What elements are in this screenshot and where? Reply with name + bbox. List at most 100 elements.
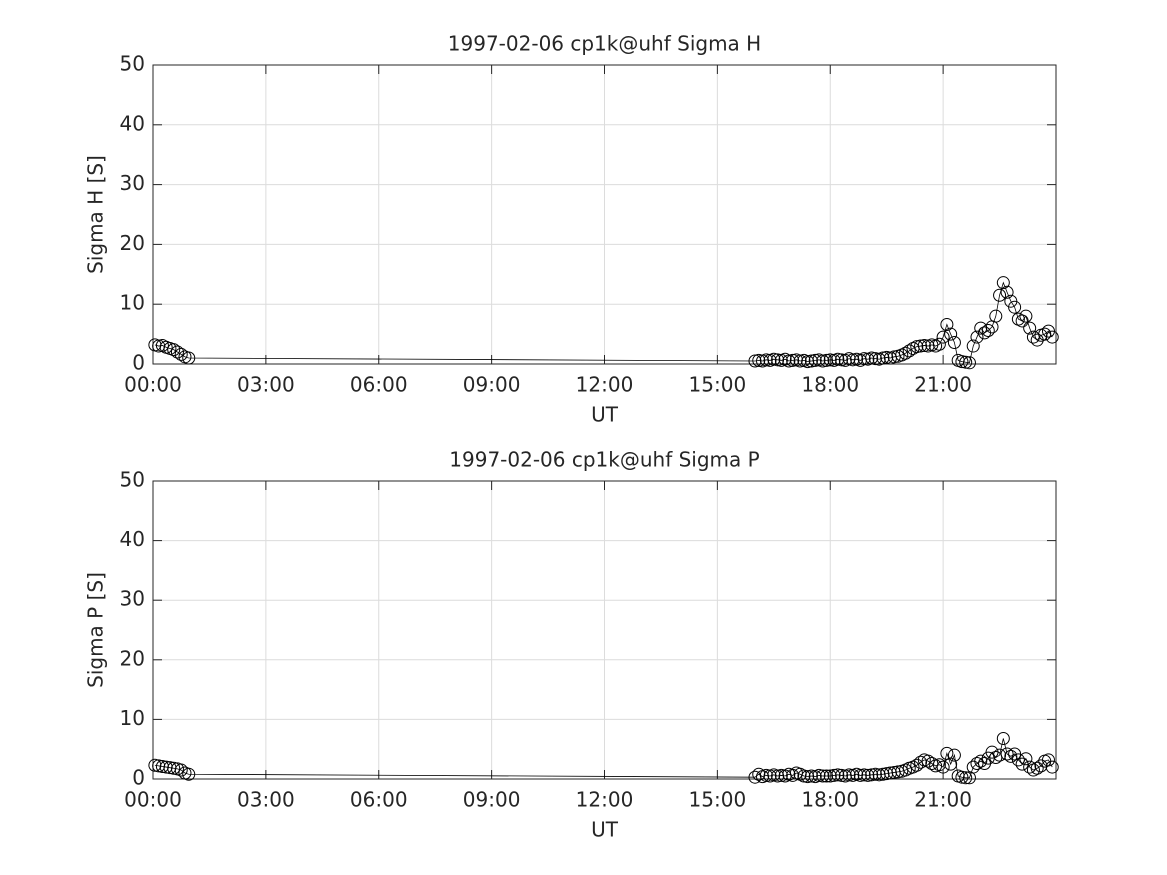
data-point bbox=[959, 771, 973, 785]
data-point bbox=[182, 351, 196, 365]
data-point bbox=[823, 769, 837, 783]
data-point bbox=[819, 353, 833, 367]
axes-frame bbox=[152, 64, 1057, 365]
x-tick-label: 09:00 bbox=[463, 788, 521, 812]
data-point bbox=[835, 768, 849, 782]
data-point bbox=[970, 330, 984, 344]
data-point bbox=[170, 345, 184, 359]
data-point bbox=[853, 768, 867, 782]
data-point bbox=[174, 763, 188, 777]
x-tick-label: 00:00 bbox=[124, 373, 182, 397]
data-point bbox=[865, 351, 879, 365]
data-point bbox=[1041, 753, 1055, 767]
data-point bbox=[910, 340, 924, 354]
data-point bbox=[1008, 300, 1022, 314]
data-point bbox=[808, 353, 822, 367]
data-point bbox=[831, 352, 845, 366]
data-point bbox=[1030, 761, 1044, 775]
data-point bbox=[936, 760, 950, 774]
data-point bbox=[989, 309, 1003, 323]
y-tick-label: 30 bbox=[120, 171, 145, 195]
data-point bbox=[970, 757, 984, 771]
data-point bbox=[1000, 747, 1014, 761]
x-tick-label: 09:00 bbox=[463, 373, 521, 397]
data-point bbox=[752, 353, 766, 367]
x-tick-label: 12:00 bbox=[576, 788, 634, 812]
data-point bbox=[932, 337, 946, 351]
data-point bbox=[917, 338, 931, 352]
data-point bbox=[996, 731, 1010, 745]
y-axis-label: Sigma H [S] bbox=[84, 155, 108, 274]
data-point bbox=[816, 769, 830, 783]
x-tick-label: 15:00 bbox=[689, 788, 747, 812]
data-point bbox=[981, 324, 995, 338]
data-point bbox=[868, 352, 882, 366]
x-axis-label: UT bbox=[591, 403, 619, 427]
y-tick-label: 20 bbox=[120, 646, 145, 670]
x-tick-label: 21:00 bbox=[914, 373, 972, 397]
data-point bbox=[1015, 314, 1029, 328]
data-point bbox=[857, 768, 871, 782]
data-point bbox=[804, 354, 818, 368]
data-point bbox=[974, 754, 988, 768]
data-point bbox=[774, 768, 788, 782]
data-point bbox=[786, 353, 800, 367]
data-point bbox=[1000, 285, 1014, 299]
x-tick-label: 00:00 bbox=[124, 788, 182, 812]
y-tick-label: 50 bbox=[120, 52, 145, 76]
chart-title: 1997-02-06 cp1k@uhf Sigma H bbox=[448, 32, 761, 56]
x-tick-label: 03:00 bbox=[237, 373, 295, 397]
data-point bbox=[868, 767, 882, 781]
data-point bbox=[914, 755, 928, 769]
data-point bbox=[823, 353, 837, 367]
data-point bbox=[861, 768, 875, 782]
data-point bbox=[902, 344, 916, 358]
data-point bbox=[1019, 309, 1033, 323]
data-point bbox=[974, 321, 988, 335]
axes-frame bbox=[152, 480, 1057, 780]
data-point bbox=[936, 330, 950, 344]
data-point bbox=[940, 318, 954, 332]
data-point bbox=[767, 352, 781, 366]
data-point bbox=[880, 350, 894, 364]
data-point bbox=[993, 288, 1007, 302]
axes: 00:00 03:00 06:00 09:00 12:00 15:00 18:00 21:00… bbox=[84, 448, 1059, 842]
x-tick-label: 18:00 bbox=[801, 788, 859, 812]
x-tick-label: 03:00 bbox=[237, 788, 295, 812]
data-point bbox=[857, 352, 871, 366]
data-point bbox=[966, 339, 980, 353]
data-point bbox=[899, 346, 912, 360]
data-point bbox=[955, 355, 969, 369]
data-point bbox=[759, 768, 773, 782]
x-tick-label: 06:00 bbox=[350, 788, 408, 812]
data-point bbox=[1011, 753, 1025, 767]
data-point bbox=[1038, 327, 1052, 341]
data-point bbox=[793, 354, 807, 368]
data-point bbox=[759, 353, 773, 367]
y-axis-label: Sigma P [S] bbox=[84, 572, 108, 688]
data-point bbox=[174, 347, 188, 361]
data-point bbox=[944, 757, 958, 771]
data-point bbox=[804, 769, 818, 783]
data-point bbox=[944, 327, 958, 341]
data-point bbox=[801, 770, 815, 784]
data-point bbox=[959, 355, 973, 369]
x-tick-label: 18:00 bbox=[801, 373, 859, 397]
x-tick-label: 15:00 bbox=[689, 373, 747, 397]
x-tick-label: 12:00 bbox=[576, 373, 634, 397]
data-point bbox=[1045, 760, 1059, 774]
data-point bbox=[1004, 749, 1018, 763]
data-point bbox=[819, 769, 833, 783]
data-point bbox=[831, 768, 845, 782]
data-point bbox=[827, 768, 841, 782]
data-point bbox=[182, 767, 196, 781]
data-point bbox=[996, 276, 1010, 290]
data-point bbox=[782, 354, 796, 368]
data-point bbox=[1023, 760, 1037, 774]
data-point bbox=[914, 339, 928, 353]
y-tick-label: 10 bbox=[120, 291, 145, 315]
y-tick-label: 30 bbox=[120, 587, 145, 611]
data-point bbox=[962, 356, 976, 370]
y-tick-label: 20 bbox=[120, 231, 145, 255]
data-point bbox=[947, 335, 961, 349]
